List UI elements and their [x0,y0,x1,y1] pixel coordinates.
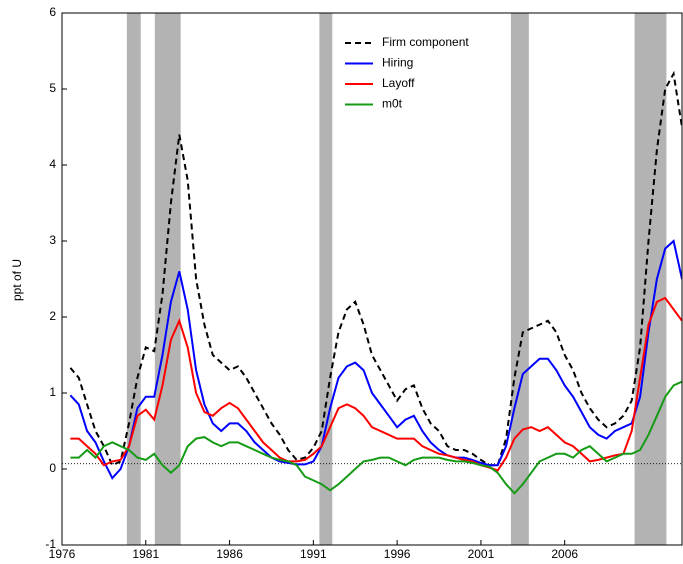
y-tick-label: 5 [49,81,56,95]
y-tick-label: 3 [49,233,56,247]
recession-band [634,13,667,545]
y-tick-label: 0 [49,461,56,475]
x-tick-label: 1996 [384,547,411,561]
x-tick-label: 1991 [300,547,327,561]
legend-label: Firm component [382,35,469,49]
y-tick-label: 1 [49,385,56,399]
y-tick-label: 4 [49,157,56,171]
plot-frame [61,12,683,546]
x-tick-label: 2001 [468,547,495,561]
y-tick-label: 6 [49,5,56,19]
legend-label: Layoff [382,76,415,90]
recession-band [319,13,333,545]
y-tick-label: 2 [49,309,56,323]
x-tick-label: 2006 [551,547,578,561]
x-tick-label: 1976 [49,547,76,561]
x-tick-label: 1981 [132,547,159,561]
legend-label: Hiring [382,56,413,70]
y-axis-label: ppt of U [10,259,24,301]
x-tick-label: 1986 [216,547,243,561]
y-tick-label: -1 [45,537,56,551]
recession-band [126,13,141,545]
legend-label: m0t [382,97,403,111]
series-line [70,380,682,495]
series-line [69,239,682,480]
recession-band [510,13,529,545]
series-line [69,70,682,467]
